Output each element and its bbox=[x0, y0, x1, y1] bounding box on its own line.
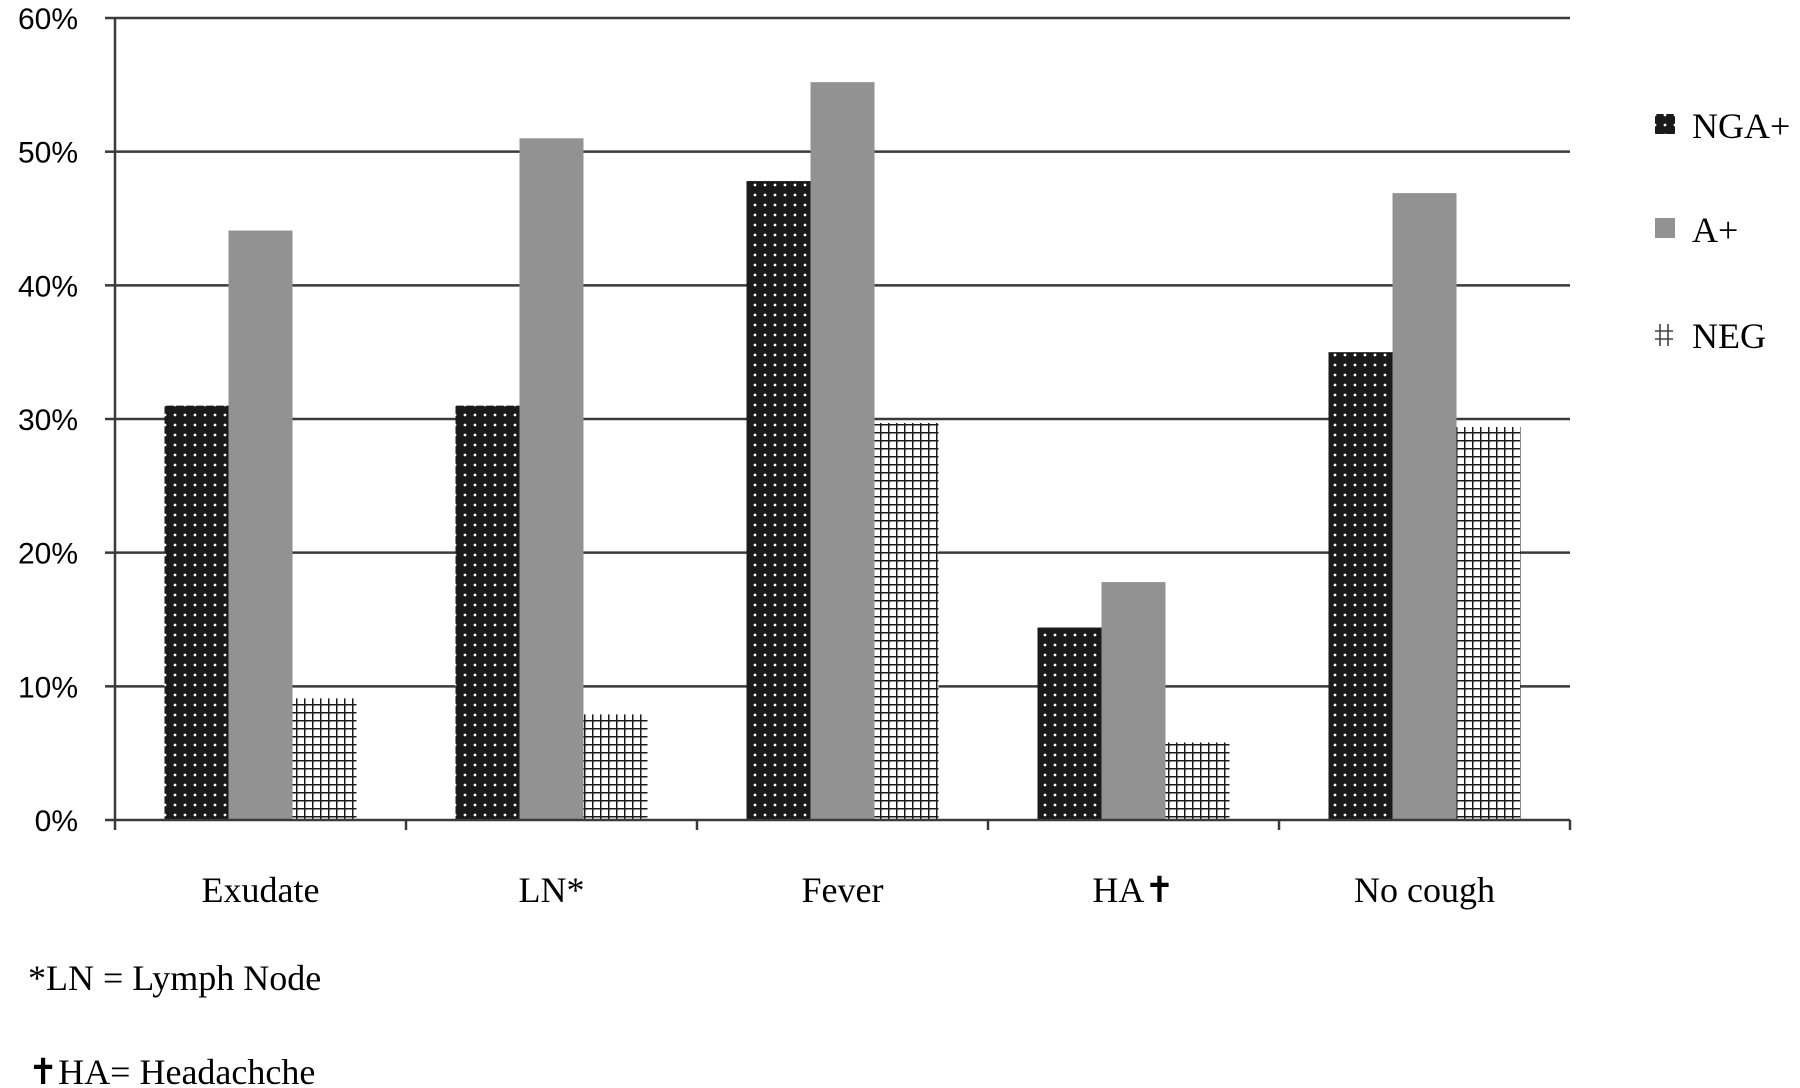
legend-label-a: A+ bbox=[1692, 210, 1738, 250]
category-label: No cough bbox=[1354, 870, 1495, 910]
bar-a-1 bbox=[519, 138, 584, 821]
bar-a-2 bbox=[810, 82, 875, 820]
legend-label-neg: NEG bbox=[1692, 316, 1766, 356]
bar-nga-0 bbox=[164, 405, 229, 820]
bar-neg-1 bbox=[583, 714, 648, 820]
category-label: LN* bbox=[519, 870, 585, 910]
y-tick-labels: 0% 10% 20% 30% 40% 50% 60% bbox=[18, 3, 78, 838]
footnote-ha: ✝HA= Headachche bbox=[28, 1052, 315, 1088]
bars bbox=[164, 82, 1521, 821]
category-labels: Exudate LN* Fever HA✝ No cough bbox=[202, 870, 1495, 910]
y-tick-label: 0% bbox=[35, 805, 78, 838]
legend-swatch-a bbox=[1655, 218, 1675, 238]
bar-nga-3 bbox=[1037, 627, 1102, 820]
bar-neg-3 bbox=[1165, 742, 1230, 820]
legend-label-nga: NGA+ bbox=[1692, 106, 1790, 146]
y-tick-label: 60% bbox=[18, 3, 78, 36]
footnote-ln: *LN = Lymph Node bbox=[28, 958, 321, 998]
y-tick-label: 40% bbox=[18, 270, 78, 303]
bar-nga-4 bbox=[1328, 352, 1393, 820]
footnotes: *LN = Lymph Node ✝HA= Headachche bbox=[28, 958, 321, 1088]
bar-nga-1 bbox=[455, 405, 520, 820]
legend-swatch-nga bbox=[1655, 114, 1675, 134]
y-tick-label: 20% bbox=[18, 538, 78, 571]
bar-neg-0 bbox=[292, 698, 357, 820]
category-label: Fever bbox=[802, 870, 884, 910]
bar-a-0 bbox=[228, 230, 293, 820]
category-label: Exudate bbox=[202, 870, 320, 910]
bar-neg-2 bbox=[874, 423, 939, 820]
bar-a-3 bbox=[1101, 582, 1166, 820]
legend: NGA+ A+ NEG bbox=[1655, 106, 1790, 356]
category-label: HA✝ bbox=[1092, 870, 1174, 910]
bar-neg-4 bbox=[1456, 427, 1521, 820]
bar-nga-2 bbox=[746, 181, 811, 820]
y-tick-label: 30% bbox=[18, 404, 78, 437]
y-tick-label: 50% bbox=[18, 137, 78, 170]
legend-swatch-neg bbox=[1655, 324, 1673, 346]
axes bbox=[105, 16, 1572, 830]
bar-a-4 bbox=[1392, 193, 1457, 820]
y-tick-label: 10% bbox=[18, 671, 78, 704]
